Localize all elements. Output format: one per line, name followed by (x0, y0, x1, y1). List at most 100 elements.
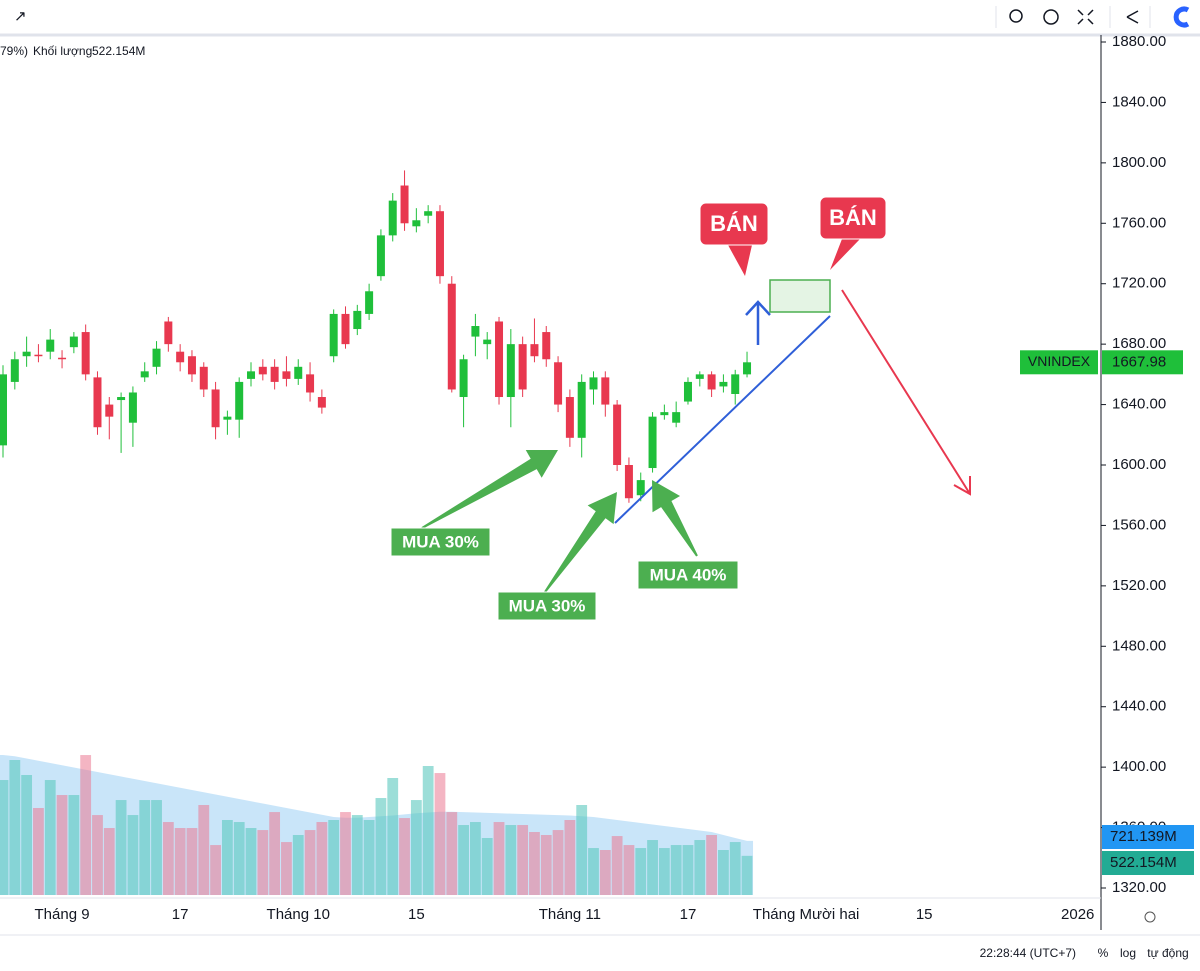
candle-body (329, 313, 338, 357)
volume-bar (56, 795, 68, 895)
candle-body (601, 377, 610, 405)
volume-bar (221, 820, 233, 895)
candle-body (613, 404, 622, 465)
candle-body (58, 357, 67, 360)
volume-bar (682, 845, 694, 895)
volume-bar (611, 836, 623, 895)
volume-ma-value: 721.139M (1110, 828, 1177, 845)
x-tick-label: 15 (916, 906, 933, 923)
candle-body (317, 397, 326, 408)
x-tick-label: Tháng 11 (539, 906, 601, 923)
y-tick-label: 1760.00 (1112, 214, 1166, 231)
axis-settings-icon[interactable] (1144, 911, 1156, 923)
volume-bar (434, 773, 446, 895)
annotation: MUA 30% (509, 596, 586, 615)
volume-bar (635, 848, 647, 895)
target-zone (769, 279, 831, 313)
zoom-icon[interactable] (1009, 9, 1023, 23)
volume-bar (387, 778, 399, 895)
plot-area: BÁN BÁN MUA 30% MUA 30% MUA 40% (0, 170, 971, 895)
candle-body (211, 389, 220, 428)
volume-bar (44, 780, 56, 895)
candle-body (140, 371, 149, 378)
y-tick-label: 1680.00 (1112, 335, 1166, 352)
candle-body (46, 339, 55, 352)
volume-bar (292, 835, 304, 895)
price-badge (1102, 350, 1183, 375)
volume-bar (706, 835, 717, 895)
candle-body (683, 381, 692, 402)
candle-body (128, 392, 137, 423)
volume-bar (328, 820, 340, 895)
volume-legend-value: 522.154M (92, 44, 145, 58)
footer-percent[interactable]: % (1098, 946, 1109, 960)
candle-body (672, 412, 681, 423)
y-tick-label: 1400.00 (1112, 758, 1166, 775)
volume-bar (458, 825, 469, 895)
callout-tail (728, 245, 752, 276)
volume-bar (257, 830, 269, 895)
volume-bar (493, 822, 505, 895)
settings-icon[interactable] (1043, 9, 1059, 25)
candle-body (471, 326, 480, 337)
volume-bar (741, 855, 753, 895)
volume-bar (92, 815, 103, 895)
volume-bar (422, 766, 434, 895)
price-name: VNINDEX (1028, 353, 1091, 369)
volume-bar (410, 800, 422, 895)
price-value: 1667.98 (1112, 353, 1166, 370)
trend-line (614, 315, 831, 524)
volume-bar (281, 842, 292, 895)
y-tick-label: 1440.00 (1112, 698, 1166, 715)
candle-body (577, 381, 586, 438)
footer-log[interactable]: log (1120, 946, 1136, 960)
candle-body (176, 351, 185, 363)
volume-bar (505, 825, 517, 895)
volume-bar (233, 822, 245, 895)
candle-body (554, 362, 563, 405)
volume-bar (245, 828, 257, 895)
volume-bar (576, 805, 588, 895)
fullscreen-icon[interactable] (1077, 9, 1094, 25)
candle-body (199, 366, 208, 390)
annotation: MUA 30% (402, 532, 479, 551)
redo-icon[interactable]: ↗ (14, 8, 27, 25)
volume-bar (552, 830, 564, 895)
candle-body (660, 412, 669, 416)
candle-body (388, 200, 397, 236)
volume-bar (0, 780, 9, 895)
y-tick-label: 1880.00 (1112, 33, 1166, 50)
x-tick-label: 2026 (1061, 906, 1094, 923)
candle-body (424, 211, 433, 216)
footer-auto[interactable]: tự động (1147, 946, 1188, 960)
candle-body (719, 381, 728, 387)
price-name-badge (1020, 350, 1098, 375)
candle-body (235, 381, 244, 420)
y-tick-label: 1640.00 (1112, 396, 1166, 413)
candle-body (152, 348, 161, 367)
candle-body (731, 374, 740, 394)
down-arrow (841, 289, 971, 496)
volume-bar (139, 800, 151, 895)
volume-bar (517, 825, 529, 895)
share-icon[interactable] (1126, 10, 1139, 24)
candle-body (0, 374, 7, 446)
candle-body (459, 359, 468, 398)
candle-body (306, 374, 315, 393)
volume-bar (363, 820, 375, 895)
y-tick-label: 1480.00 (1112, 637, 1166, 654)
y-tick-label: 1600.00 (1112, 456, 1166, 473)
volume-bar (588, 848, 599, 895)
volume-bar (375, 798, 387, 895)
volume-bar (340, 812, 351, 895)
logo[interactable] (1173, 6, 1190, 28)
annotation: BÁN (829, 205, 877, 230)
volume-bar (103, 828, 115, 895)
volume-bar (718, 850, 729, 895)
volume-bar (564, 820, 576, 895)
volume-bar (446, 812, 458, 895)
candle-body (648, 416, 657, 469)
volume-bar (729, 842, 741, 895)
volume-bar (269, 812, 281, 895)
buy-arrow (544, 492, 617, 593)
